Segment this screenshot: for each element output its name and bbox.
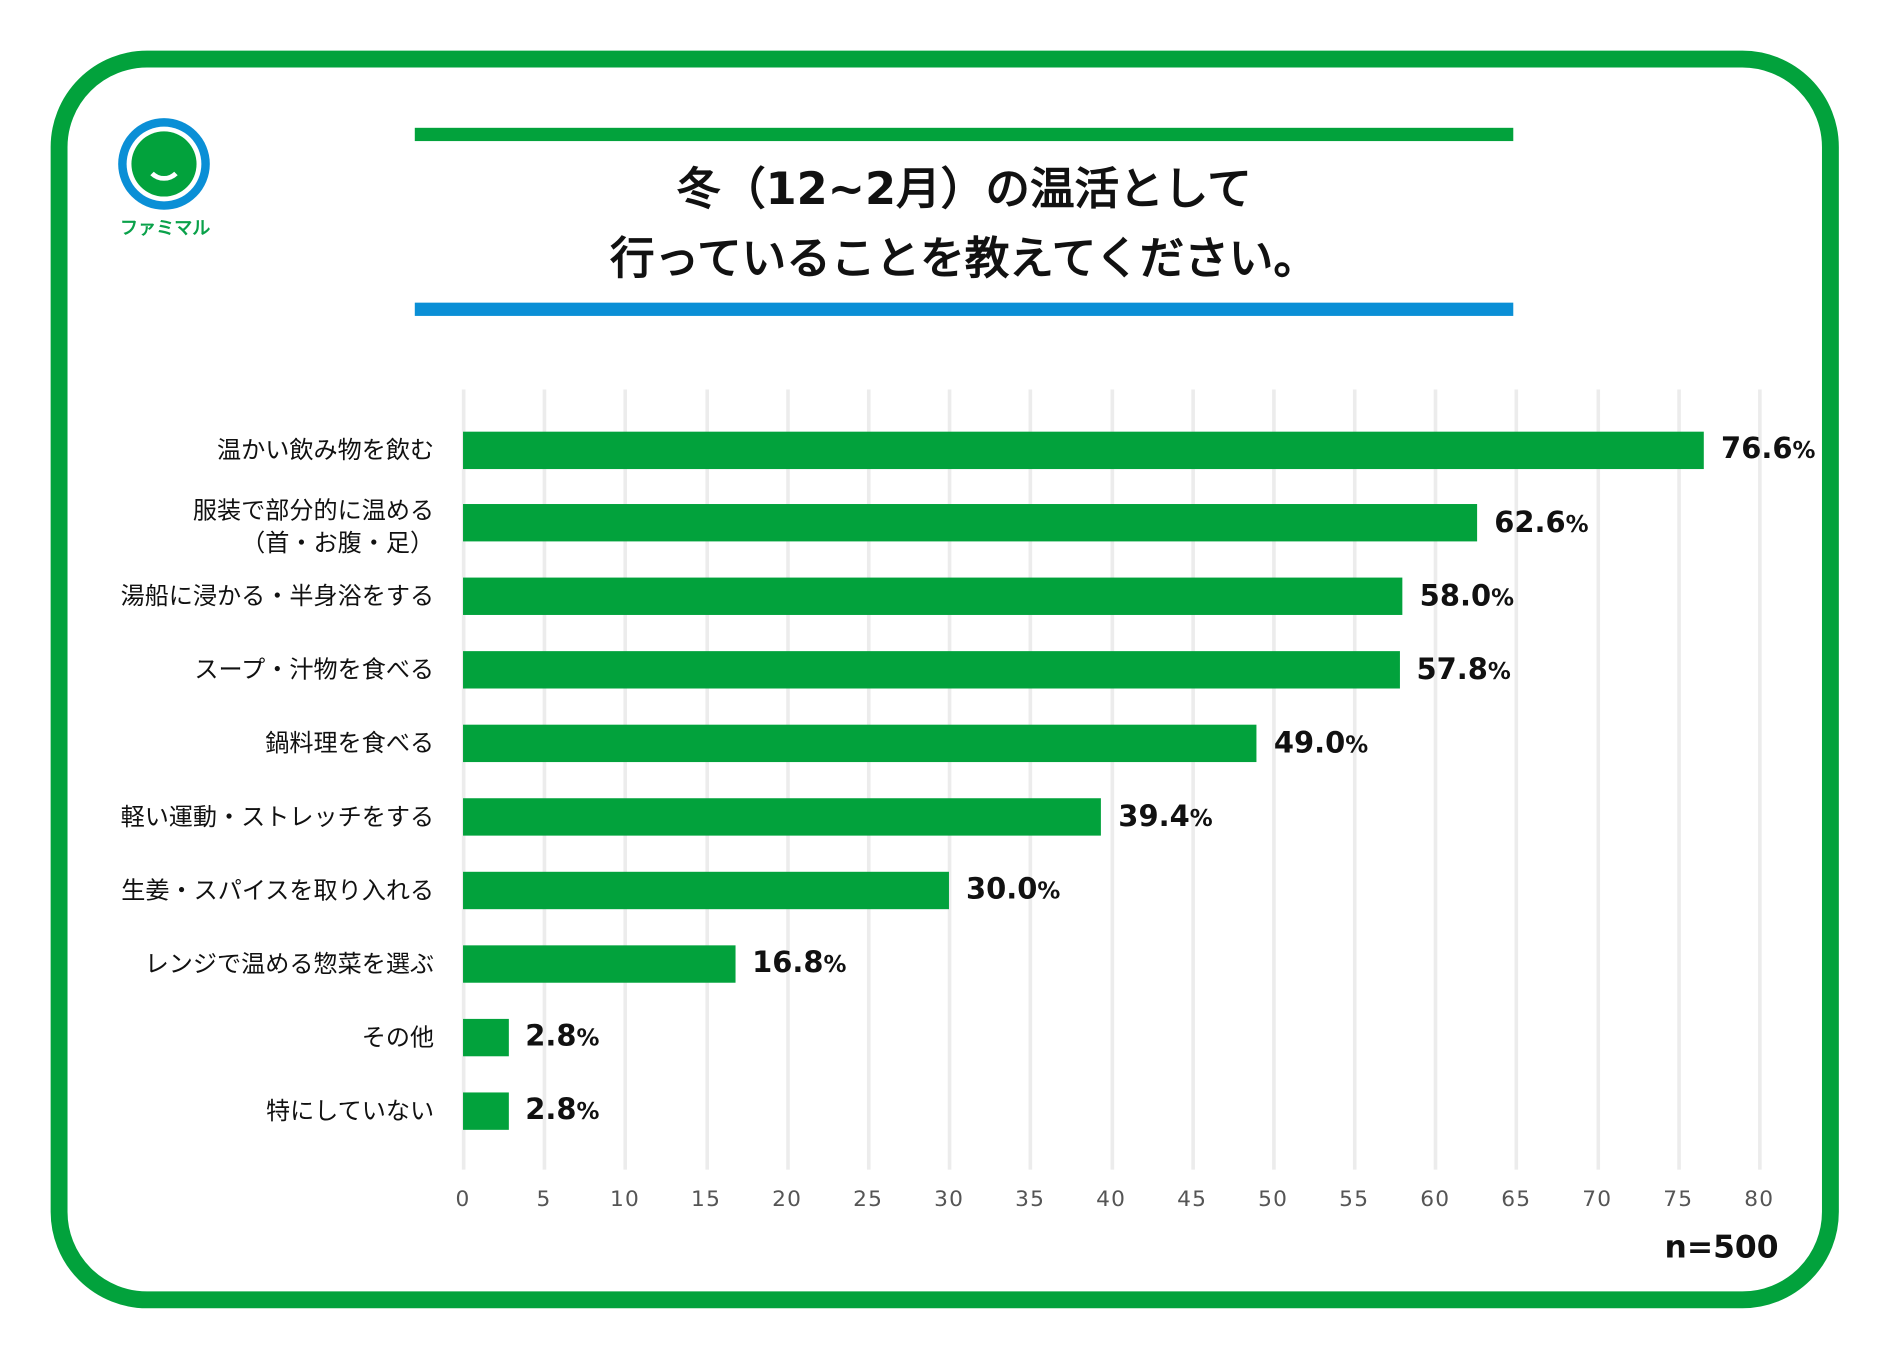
title-line-2: 行っていることを教えてください。 — [610, 232, 1319, 285]
x-tick-label: 60 — [1420, 1186, 1451, 1212]
value-percent-sign: % — [1565, 511, 1589, 538]
category-label: 服装で部分的に温める （首・お腹・足） — [192, 495, 435, 557]
x-tick-label: 5 — [536, 1186, 552, 1212]
title-bottom-rule — [414, 302, 1514, 316]
value-percent-sign: % — [1792, 437, 1816, 465]
value-label: 2.8% — [525, 1093, 599, 1127]
value-label: 76.6% — [1721, 432, 1815, 466]
bar — [463, 431, 1705, 469]
category-label: 生姜・スパイスを取り入れる — [121, 875, 435, 905]
gridline — [704, 389, 709, 1170]
gridline — [1190, 389, 1195, 1170]
value-number: 49.0 — [1273, 725, 1346, 760]
gridline — [1433, 389, 1438, 1170]
x-tick-label: 50 — [1258, 1186, 1289, 1212]
value-percent-sign: % — [1345, 731, 1369, 758]
bar — [463, 1091, 509, 1130]
x-tick-label: 10 — [610, 1186, 641, 1212]
famimaru-logo-icon — [118, 118, 210, 210]
value-label: 39.4% — [1118, 799, 1212, 833]
x-tick-label: 20 — [772, 1186, 803, 1212]
value-label: 58.0% — [1420, 579, 1514, 613]
bar — [463, 1018, 509, 1056]
value-number: 62.6 — [1494, 505, 1566, 539]
value-number: 2.8 — [525, 1019, 577, 1053]
category-label: その他 — [361, 1022, 435, 1052]
gridline — [1028, 389, 1033, 1170]
category-label: 軽い運動・ストレッチをする — [120, 801, 435, 831]
gridline — [947, 389, 952, 1170]
value-number: 58.0 — [1419, 578, 1492, 613]
value-percent-sign: % — [823, 951, 847, 979]
gridline — [1352, 389, 1357, 1170]
value-label: 30.0% — [966, 872, 1060, 906]
bar — [463, 651, 1400, 689]
value-percent-sign: % — [1491, 584, 1515, 612]
x-tick-label: 40 — [1096, 1186, 1127, 1212]
bar — [463, 724, 1257, 763]
gridline — [1677, 389, 1681, 1170]
x-tick-label: 30 — [934, 1186, 965, 1212]
gridline — [542, 389, 547, 1170]
gridline — [461, 389, 466, 1170]
page-title: 冬（12~2月）の温活として 行っていることを教えてください。 — [415, 154, 1513, 294]
x-tick-label: 35 — [1015, 1186, 1046, 1212]
bar — [463, 504, 1478, 542]
gridline — [1515, 389, 1519, 1170]
category-label: レンジで温める惣菜を選ぶ — [144, 948, 435, 978]
x-tick-label: 70 — [1582, 1186, 1613, 1212]
value-number: 16.8 — [752, 945, 824, 980]
category-label: 鍋料理を食べる — [265, 728, 435, 758]
value-percent-sign: % — [1487, 657, 1511, 685]
value-label: 2.8% — [525, 1019, 599, 1053]
bar — [463, 798, 1102, 836]
category-label: スープ・汁物を食べる — [194, 654, 435, 684]
x-tick-label: 55 — [1339, 1186, 1370, 1212]
title-top-rule — [414, 127, 1514, 142]
value-label: 57.8% — [1416, 652, 1510, 686]
gridline — [1109, 389, 1114, 1170]
logo-text: ファミマル — [119, 217, 211, 239]
value-number: 2.8 — [525, 1092, 577, 1127]
value-percent-sign: % — [1189, 804, 1213, 832]
bar — [463, 871, 950, 910]
value-percent-sign: % — [576, 1025, 600, 1052]
x-tick-label: 65 — [1501, 1186, 1532, 1212]
title-line-1: 冬（12~2月）の温活として — [676, 162, 1252, 215]
value-percent-sign: % — [576, 1098, 600, 1126]
gridline — [1596, 389, 1600, 1170]
x-tick-label: 75 — [1663, 1186, 1694, 1212]
category-label: 湯船に浸かる・半身浴をする — [120, 581, 435, 611]
category-label: 特にしていない — [265, 1095, 435, 1125]
gridline — [785, 389, 790, 1170]
gridline — [1758, 389, 1762, 1170]
gridline — [1271, 389, 1276, 1170]
gridline — [623, 389, 628, 1170]
bar — [463, 945, 736, 983]
value-number: 76.6 — [1721, 431, 1793, 466]
card-frame — [50, 50, 1839, 1309]
value-percent-sign: % — [1037, 878, 1061, 905]
x-tick-label: 25 — [853, 1186, 884, 1212]
bar — [463, 577, 1403, 616]
value-label: 16.8% — [752, 946, 846, 980]
x-tick-label: 45 — [1177, 1186, 1208, 1212]
value-number: 30.0 — [965, 872, 1038, 907]
gridline — [866, 389, 871, 1170]
x-tick-label: 80 — [1744, 1186, 1775, 1212]
value-number: 57.8 — [1416, 651, 1488, 686]
category-label: 温かい飲み物を飲む — [217, 434, 435, 464]
value-number: 39.4 — [1118, 798, 1190, 833]
value-label: 62.6% — [1494, 505, 1588, 539]
sample-size: n=500 — [1664, 1229, 1779, 1267]
value-label: 49.0% — [1274, 725, 1368, 759]
x-tick-label: 15 — [691, 1186, 722, 1212]
x-tick-label: 0 — [455, 1186, 471, 1212]
